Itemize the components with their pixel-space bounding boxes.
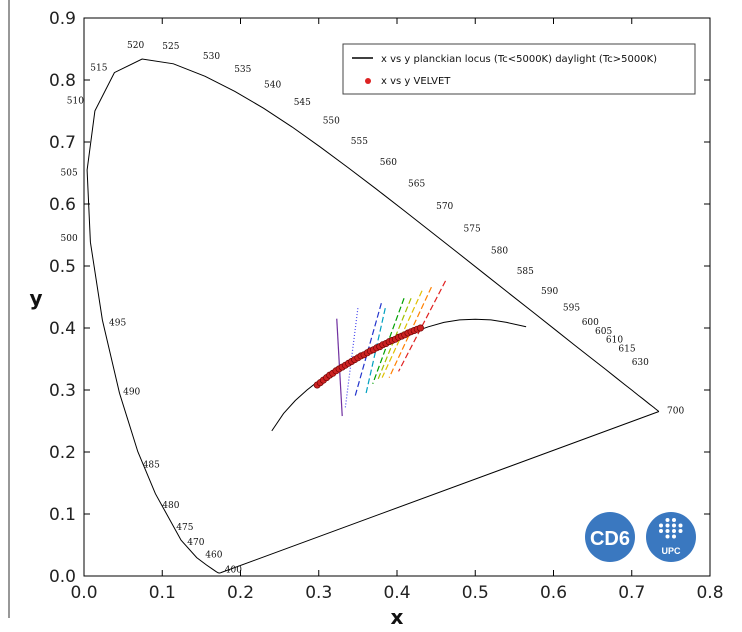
upc-logo-dot: [672, 518, 676, 522]
wavelength-label: 510: [67, 97, 84, 107]
y-tick-label: 0.5: [49, 257, 76, 277]
wavelength-label: 560: [380, 158, 397, 168]
wavelength-label: 575: [464, 224, 481, 234]
wavelength-label: 585: [517, 267, 534, 277]
spectral-locus-layer: [86, 58, 660, 574]
cd6-logo-circle: [585, 512, 635, 562]
y-tick-label: 0.9: [49, 9, 76, 29]
upc-logo-dot: [665, 518, 670, 522]
upc-logo-dot: [678, 523, 683, 528]
legend: x vs y planckian locus (Tc<5000K) daylig…: [342, 43, 696, 95]
y-tick-label: 0.2: [49, 443, 76, 463]
y-tick-label: 0.3: [49, 381, 76, 401]
y-tick-label: 0.4: [49, 319, 76, 339]
velvet-data-point: [416, 324, 424, 332]
wavelength-label: 525: [162, 42, 179, 52]
wavelength-label: 460: [205, 550, 222, 560]
wavelength-label: 580: [491, 247, 508, 257]
y-tick-label: 0.0: [49, 567, 76, 587]
upc-logo-text: UPC: [661, 546, 681, 556]
wavelength-label: 545: [294, 98, 311, 108]
legend-box: [342, 43, 696, 95]
wavelength-label: 700: [667, 407, 684, 417]
y-tick-label: 0.6: [49, 195, 76, 215]
upc-logo-dot: [672, 534, 676, 539]
wavelength-label: 540: [264, 80, 281, 90]
wavelength-label: 590: [541, 287, 558, 297]
upc-logo-dot: [665, 523, 670, 528]
x-tick-label: 0.6: [540, 583, 567, 603]
wavelength-label: 515: [90, 64, 107, 74]
y-tick-label: 0.7: [49, 133, 76, 153]
wavelength-label: 630: [632, 358, 649, 368]
y-axis-title: y: [29, 286, 42, 310]
upc-logo-dot: [659, 529, 663, 533]
wavelength-label: 605: [595, 327, 612, 337]
upc-logo-dot: [672, 529, 676, 533]
legend-dot-swatch: [365, 78, 371, 84]
upc-logo-dot: [672, 523, 676, 528]
upc-logo-dot: [659, 523, 663, 528]
wavelength-label: 565: [408, 180, 425, 190]
wavelength-label: 570: [436, 202, 453, 212]
upc-logo-dot: [665, 529, 670, 533]
wavelength-label: 400: [225, 565, 242, 575]
upc-logo: UPC: [646, 512, 696, 562]
y-tick-label: 0.8: [49, 71, 76, 91]
x-tick-label: 0.3: [305, 583, 332, 603]
wavelength-label: 595: [563, 304, 580, 314]
wavelength-label: 505: [61, 169, 78, 179]
upc-logo-dot: [678, 529, 683, 533]
upc-logo-circle: [646, 512, 696, 562]
upc-logo-dot: [665, 534, 670, 539]
y-tick-label: 0.1: [49, 505, 76, 525]
wavelength-label: 490: [123, 387, 140, 397]
cd6-logo: CD6: [585, 512, 635, 562]
wavelength-label: 530: [203, 52, 220, 62]
isotemperature-line: [365, 308, 386, 396]
x-tick-label: 0.5: [462, 583, 489, 603]
x-tick-label: 0.7: [618, 583, 645, 603]
purple-line: [220, 411, 660, 574]
axis-ticks: 0.0 0.1 0.2 0.3 0.4 0.5 0.6 0.7 0.8 0.0 0.1 0.2 0.3 0…: [49, 9, 724, 603]
spectral-locus-curve: [86, 58, 660, 574]
x-tick-label: 0.4: [383, 583, 410, 603]
x-tick-label: 0.1: [149, 583, 176, 603]
wavelength-label: 555: [351, 137, 368, 147]
isotemperature-line: [377, 298, 412, 380]
series-layer: [271, 318, 527, 432]
wavelength-label: 535: [234, 65, 251, 75]
wavelength-label: 500: [61, 234, 78, 244]
legend-label-planckian: x vs y planckian locus (Tc<5000K) daylig…: [381, 54, 657, 65]
wavelength-label: 485: [143, 461, 160, 471]
wavelength-label: 615: [618, 345, 635, 355]
isotemperature-lines-layer: [336, 280, 447, 417]
x-tick-label: 0.8: [696, 583, 723, 603]
wavelength-label: 470: [187, 538, 204, 548]
upc-logo-dots: [659, 518, 683, 539]
wavelength-label: 550: [323, 116, 340, 126]
plot-frame: [83, 17, 711, 577]
x-tick-label: 0.2: [227, 583, 254, 603]
wavelength-label: 480: [162, 501, 179, 511]
wavelength-label: 475: [176, 523, 193, 533]
wavelength-label: 495: [109, 319, 126, 329]
x-tick-label: 0.0: [70, 583, 97, 603]
wavelength-label: 600: [582, 318, 599, 328]
legend-label-velvet: x vs y VELVET: [381, 76, 451, 87]
wavelength-label: 610: [606, 335, 623, 345]
wavelength-label: 520: [127, 41, 144, 51]
cd6-logo-text: CD6: [590, 528, 630, 550]
x-axis-title: x: [391, 605, 404, 629]
